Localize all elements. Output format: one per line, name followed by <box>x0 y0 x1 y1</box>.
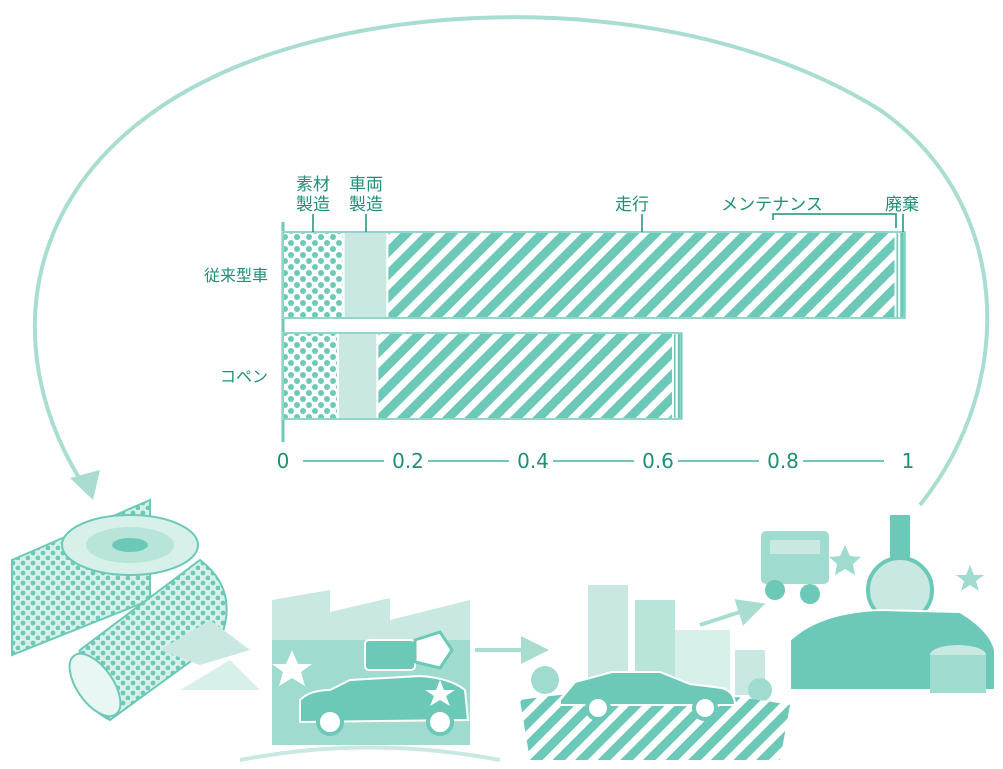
category-label-0: 従来型車 <box>204 266 268 285</box>
stage-label-2-0: 走行 <box>615 195 649 215</box>
x-tick-label-4: 0.8 <box>767 449 799 473</box>
bar-0-0 <box>282 231 345 319</box>
factory-robot-illustration <box>239 590 501 762</box>
cycle-arrowhead <box>70 470 100 500</box>
stage-label-1-0: 車両 <box>349 175 383 195</box>
bar-outline-0 <box>282 231 906 319</box>
bar-0-1 <box>342 231 389 319</box>
maintenance-bracket <box>772 213 897 228</box>
city-driving-illustration <box>520 585 790 760</box>
flow-arrow-2 <box>699 599 766 627</box>
bar-1-0 <box>282 332 339 420</box>
disposal-illustration <box>759 515 996 693</box>
bar-1-2 <box>376 332 674 420</box>
x-tick-label-1: 0.2 <box>392 449 424 473</box>
material-rolls-illustration <box>11 498 260 722</box>
x-tick-label-3: 0.6 <box>642 449 674 473</box>
stage-label-0-0: 素材 <box>296 175 330 195</box>
bar-0-4 <box>898 231 906 319</box>
stage-label-0-1: 製造 <box>296 195 330 215</box>
category-label-1: コペン <box>220 367 268 386</box>
bar-outline-1 <box>282 332 683 420</box>
x-tick-label-2: 0.4 <box>517 449 549 473</box>
x-tick-label-5: 1 <box>902 449 915 473</box>
stage-label-3-0: メンテナンス <box>721 195 823 215</box>
bar-0-2 <box>386 231 897 319</box>
x-tick-label-0: 0 <box>277 449 290 473</box>
stage-label-1-1: 製造 <box>349 195 383 215</box>
stage-label-4-0: 廃棄 <box>885 195 919 215</box>
bar-1-1 <box>337 332 379 420</box>
cycle-arc <box>32 15 990 507</box>
